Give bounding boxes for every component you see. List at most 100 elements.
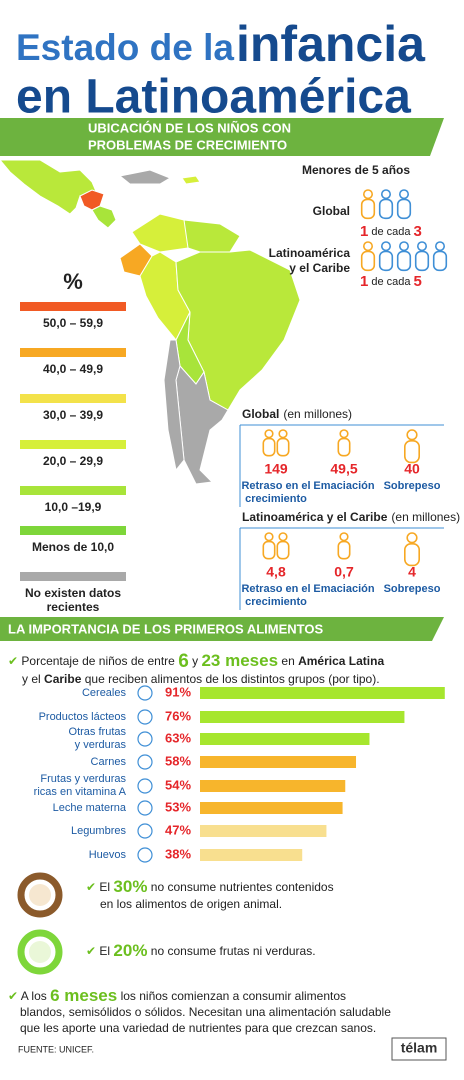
- stat-value: 40: [404, 461, 420, 477]
- person-icon: [398, 241, 409, 252]
- person-icon: [339, 532, 349, 542]
- legend-label: 40,0 – 49,9: [43, 362, 103, 376]
- person-icon: [396, 250, 412, 272]
- stat-label: Emaciación: [313, 480, 374, 492]
- stat-label: Sobrepeso: [384, 583, 441, 595]
- legend-swatch: [20, 486, 126, 495]
- value-label: 76%: [165, 708, 191, 723]
- section-heading: PROBLEMAS DE CRECIMIENTO: [88, 137, 287, 152]
- title-c: en Latinoamérica: [16, 71, 411, 124]
- category-label: Legumbres: [71, 825, 127, 837]
- bullet-line: ✔ El 20% no consume frutas ni verduras.: [86, 941, 316, 960]
- food-icon: [137, 778, 153, 794]
- food-icon: [137, 823, 153, 839]
- person-icon: [398, 189, 409, 200]
- bar: [200, 849, 303, 861]
- food-icon: [137, 709, 153, 725]
- closing-line: que les aporte una variedad de nutriente…: [20, 1021, 376, 1035]
- category-label: y verduras: [75, 739, 127, 751]
- person-icon: [276, 437, 290, 457]
- person-icon: [339, 429, 349, 439]
- value-label: 53%: [165, 799, 191, 814]
- stat-label: crecimiento: [245, 596, 307, 608]
- closing-line: ✔ A los 6 meses los niños comienzan a co…: [8, 986, 346, 1005]
- person-icon: [434, 241, 445, 252]
- box-title: Global (en millones): [242, 407, 352, 421]
- food-icon: [137, 754, 153, 770]
- check: ✔: [8, 654, 18, 668]
- under5-title: Menores de 5 años: [302, 163, 410, 177]
- ratio-number: 3: [414, 223, 422, 240]
- donut-icon: [29, 884, 51, 906]
- person-icon: [414, 250, 430, 272]
- box-title-main: Global: [242, 407, 279, 421]
- category-label: Otras frutas: [69, 726, 127, 738]
- legend-label: 30,0 – 39,9: [43, 408, 103, 422]
- title-b: infancia: [236, 16, 426, 72]
- value-label: 58%: [165, 753, 191, 768]
- category-label: Carnes: [91, 756, 127, 768]
- closing-line: blandos, semisólidos o sólidos. Necesita…: [20, 1005, 391, 1019]
- category-label: Leche materna: [53, 802, 127, 814]
- stat-label: Emaciación: [313, 583, 374, 595]
- stat-label: crecimiento: [245, 493, 307, 505]
- intro-line: ✔ Porcentaje de niños de entre 6 y 23 me…: [8, 651, 384, 672]
- intro-text: y: [192, 654, 198, 668]
- stat-value: 4: [408, 564, 416, 580]
- stat-value: 49,5: [330, 461, 357, 477]
- legend-swatch: [20, 572, 126, 581]
- stat-value: 149: [264, 461, 288, 477]
- value-label: 38%: [165, 846, 191, 861]
- donut-icon: [17, 872, 63, 918]
- bullet-line: ✔ El 30% no consume nutrientes contenido…: [86, 877, 334, 896]
- ratio-label: y el Caribe: [289, 261, 350, 275]
- box-frame: [239, 424, 444, 507]
- person-icon: [337, 437, 351, 457]
- brand-box: [391, 1037, 447, 1061]
- person-icon: [278, 429, 288, 439]
- person-icon: [360, 198, 376, 220]
- intro-line: y el Caribe que reciben alimentos de los…: [22, 672, 380, 686]
- value-label: 54%: [165, 777, 191, 792]
- bar: [200, 756, 357, 768]
- food-icon: [137, 847, 153, 863]
- ratio-number: 1: [360, 273, 368, 290]
- bar: [200, 687, 445, 699]
- ratio-label: Global: [313, 204, 350, 218]
- intro-text: América Latina: [298, 654, 384, 668]
- ratio-label: Latinoamérica: [269, 246, 351, 260]
- person-icon: [362, 189, 373, 200]
- person-icon: [264, 429, 274, 439]
- ratio-text: de cada: [371, 226, 411, 238]
- box-title-unit: (en millones): [283, 407, 352, 421]
- box-title-main: Latinoamérica y el Caribe: [242, 510, 388, 524]
- category-label: ricas en vitamina A: [34, 786, 127, 798]
- legend-swatch: [20, 440, 126, 449]
- legend-label: Menos de 10,0: [32, 540, 114, 554]
- source: FUENTE: UNICEF.: [18, 1044, 94, 1054]
- value-label: 91%: [165, 684, 191, 699]
- bullet-text: El: [99, 880, 110, 894]
- person-icon: [406, 532, 418, 544]
- bar: [200, 825, 327, 837]
- person-icon: [403, 542, 420, 567]
- person-icon: [416, 241, 427, 252]
- person-icon: [380, 189, 391, 200]
- intro-text: en: [281, 654, 294, 668]
- check: ✔: [8, 989, 18, 1003]
- intro-text: que reciben alimentos de los distintos g…: [85, 672, 380, 686]
- legend-label: recientes: [47, 600, 100, 614]
- person-icon: [403, 439, 420, 464]
- legend-symbol: %: [63, 269, 83, 294]
- food-icon: [137, 731, 153, 747]
- ratio-number: 5: [414, 273, 422, 290]
- person-icon: [378, 198, 394, 220]
- bullet-line: en los alimentos de origen animal.: [100, 897, 282, 911]
- value-label: 63%: [165, 730, 191, 745]
- section-banner: [0, 617, 444, 641]
- legend-swatch: [20, 526, 126, 535]
